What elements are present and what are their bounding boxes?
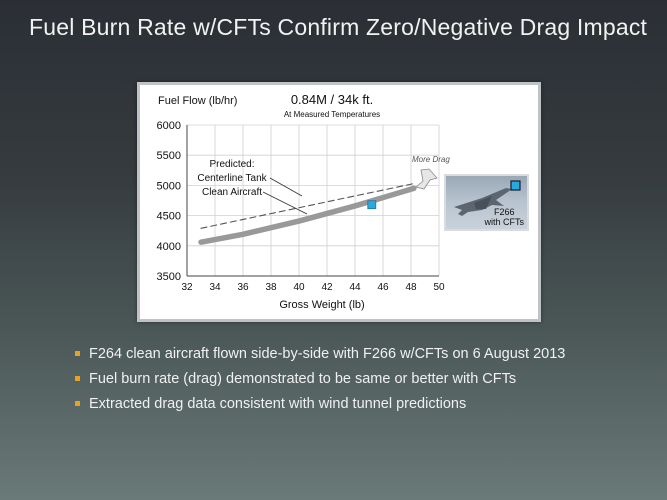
chart-title: 0.84M / 34k ft. [291, 92, 373, 107]
fuel-flow-chart: 32 34 36 38 40 42 44 46 48 50 3500 4000 4500 5000 5500… [157, 92, 451, 311]
y-tick-label: 6000 [157, 120, 181, 132]
y-tick-label: 5000 [157, 180, 181, 192]
bullet-text: Fuel burn rate (drag) demonstrated to be… [89, 371, 517, 387]
y-tick-label: 5500 [157, 150, 181, 162]
bullet-text: F264 clean aircraft flown side-by-side w… [89, 346, 566, 362]
chart-subtitle: At Measured Temperatures [284, 110, 380, 119]
clean-aircraft-line [198, 185, 417, 245]
x-tick-label: 38 [265, 282, 277, 293]
bullet-list: F264 clean aircraft flown side-by-side w… [74, 345, 565, 420]
y-tick-label: 4000 [157, 241, 181, 253]
bullet-marker [75, 376, 80, 381]
bullet-item: Extracted drag data consistent with wind… [74, 395, 565, 420]
slide-title: Fuel Burn Rate w/CFTs Confirm Zero/Negat… [29, 14, 648, 40]
predicted-label: Predicted: [209, 159, 254, 170]
x-tick-label: 34 [209, 282, 221, 293]
x-tick-label: 40 [293, 282, 305, 293]
x-tick-label: 32 [181, 282, 193, 293]
inset-label: F266 with CFTs [484, 207, 524, 227]
axis-layer: 32 34 36 38 40 42 44 46 48 50 3500 4000 4500 5000 5500… [157, 120, 445, 293]
inset-marker [510, 180, 521, 191]
f266-data-point [367, 200, 377, 210]
y-tick-label: 4500 [157, 211, 181, 223]
annotation-layer: Fuel Flow (lb/hr) 0.84M / 34k ft. At Mea… [158, 92, 450, 311]
bullet-marker [75, 401, 80, 406]
inset-label-line2: with CFTs [484, 217, 524, 227]
more-drag-arrow [415, 168, 438, 190]
aircraft-inset: F266 with CFTs [444, 174, 529, 231]
aircraft-photo [454, 180, 521, 216]
x-tick-label: 46 [377, 282, 389, 293]
y-tick-label: 3500 [157, 271, 181, 283]
x-tick-label: 44 [349, 282, 361, 293]
bullet-item: Fuel burn rate (drag) demonstrated to be… [74, 370, 565, 395]
x-tick-label: 50 [433, 282, 445, 293]
chart-xlabel: Gross Weight (lb) [279, 299, 364, 311]
centerline-leader-line [269, 177, 303, 197]
clean-aircraft-label: Clean Aircraft [202, 187, 262, 198]
chart-ylabel: Fuel Flow (lb/hr) [158, 95, 237, 107]
centerline-tank-line [200, 183, 415, 229]
bullet-item: F264 clean aircraft flown side-by-side w… [74, 345, 565, 370]
x-tick-label: 42 [321, 282, 333, 293]
more-drag-label: More Drag [412, 155, 450, 164]
bullet-marker [75, 351, 80, 356]
aircraft-wing [474, 196, 492, 209]
x-tick-label: 48 [405, 282, 417, 293]
bullet-text: Extracted drag data consistent with wind… [89, 396, 467, 412]
series-layer [198, 183, 417, 245]
x-tick-label: 36 [237, 282, 249, 293]
centerline-tank-label: Centerline Tank [197, 173, 267, 184]
clean-leader-line [262, 191, 308, 215]
grid-layer [186, 124, 440, 277]
inset-label-line1: F266 [493, 207, 515, 217]
